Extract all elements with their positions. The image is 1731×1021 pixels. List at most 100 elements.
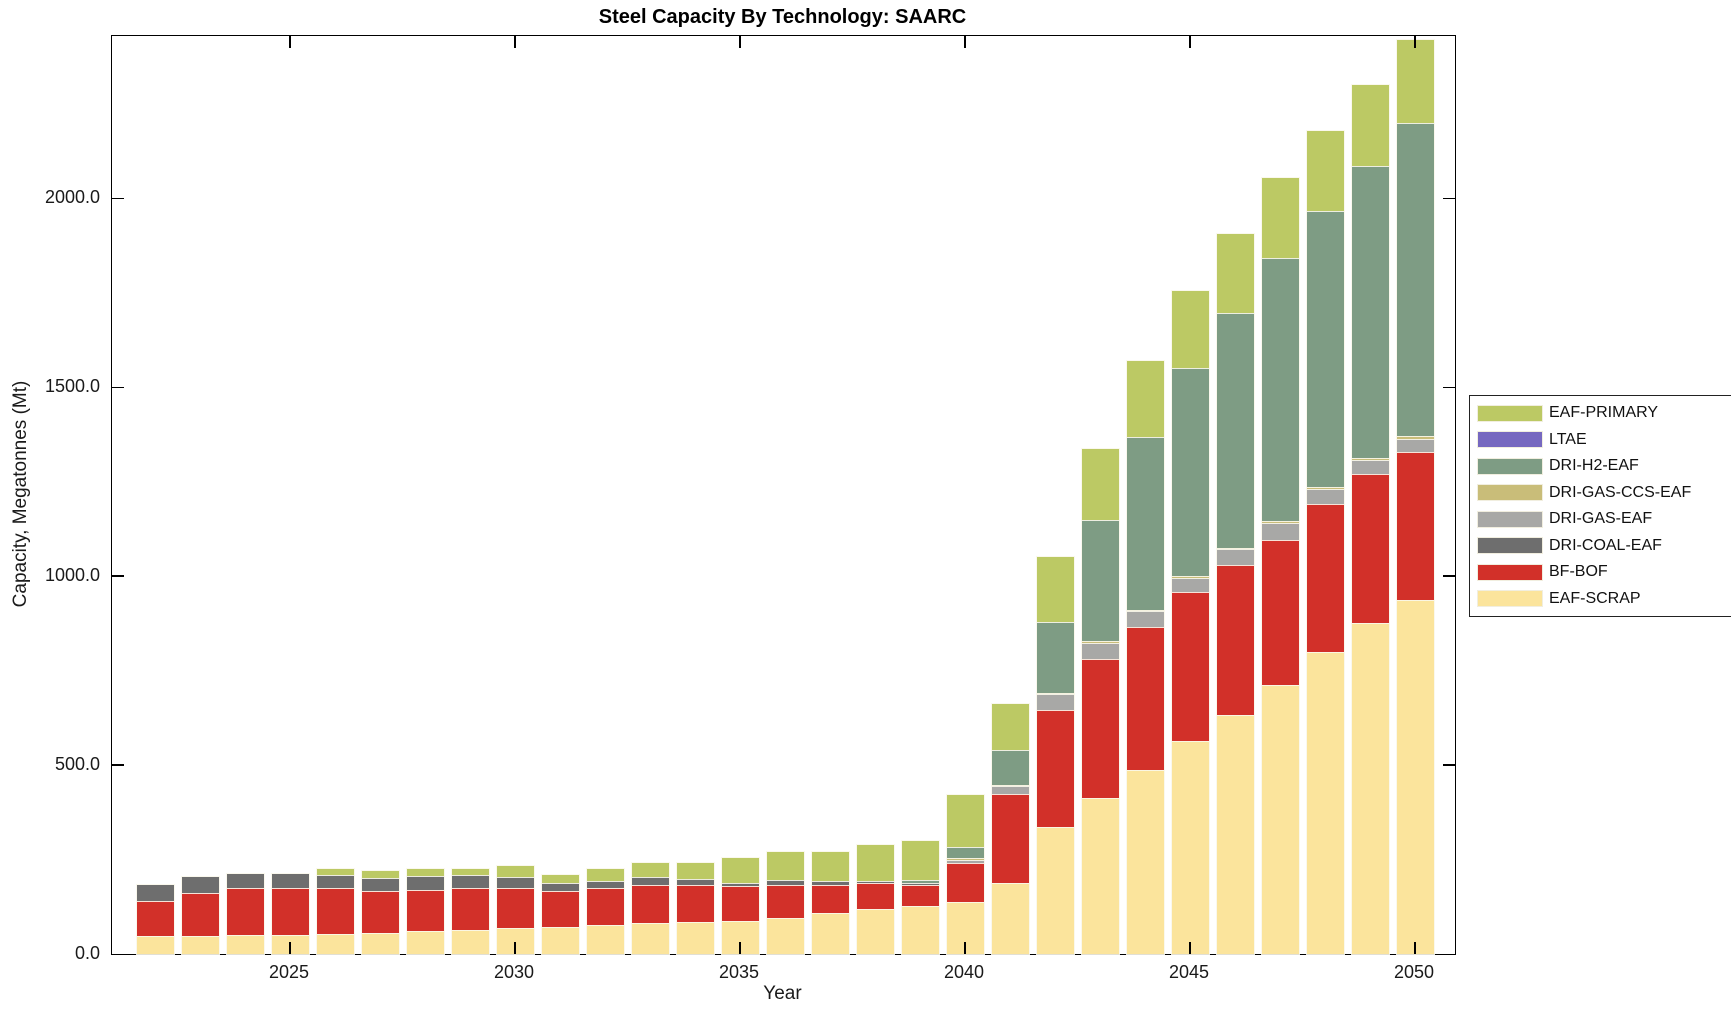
bar-segment-dri-coal-eaf bbox=[721, 882, 759, 887]
bar-segment-bf-bof bbox=[406, 889, 444, 932]
bar-segment-bf-bof bbox=[1171, 592, 1209, 742]
bar-segment-eaf-scrap bbox=[811, 913, 849, 954]
x-tick-mark bbox=[514, 36, 516, 48]
bar-segment-dri-coal-eaf bbox=[541, 883, 579, 891]
bar-segment-eaf-scrap bbox=[766, 918, 804, 954]
bar-segment-eaf-scrap bbox=[1396, 600, 1434, 954]
plot-area bbox=[111, 35, 1456, 955]
y-tick-label: 1000.0 bbox=[44, 565, 100, 586]
bar-segment-dri-gas-eaf bbox=[991, 786, 1029, 794]
legend-item-dri-gas-eaf: DRI-GAS-EAF bbox=[1478, 510, 1731, 528]
y-tick-label: 2000.0 bbox=[44, 187, 100, 208]
bar-segment-eaf-scrap bbox=[1306, 651, 1344, 954]
chart-title: Steel Capacity By Technology: SAARC bbox=[598, 6, 967, 28]
bar-segment-dri-gas-eaf bbox=[1126, 611, 1164, 627]
bar-segment-dri-gas-ccs-eaf bbox=[1171, 576, 1209, 579]
x-tick-label: 2045 bbox=[1168, 962, 1210, 982]
bar-segment-eaf-scrap bbox=[1036, 826, 1074, 954]
bar-segment-dri-coal-eaf bbox=[181, 877, 219, 894]
bar-segment-bf-bof bbox=[541, 890, 579, 928]
bar-segment-eaf-scrap bbox=[1171, 741, 1209, 954]
legend-item-eaf-primary: EAF-PRIMARY bbox=[1478, 404, 1731, 422]
legend-item-dri-gas-ccs-eaf: DRI-GAS-CCS-EAF bbox=[1478, 484, 1731, 502]
bar-segment-bf-bof bbox=[1081, 658, 1119, 798]
bar-segment-eaf-primary bbox=[901, 840, 939, 880]
bar-segment-bf-bof bbox=[1036, 710, 1074, 827]
bar-segment-eaf-primary bbox=[1306, 130, 1344, 212]
bar-segment-bf-bof bbox=[631, 884, 669, 924]
bar-segment-eaf-scrap bbox=[451, 930, 489, 954]
bar-segment-dri-gas-eaf bbox=[1396, 439, 1434, 452]
bar-segment-eaf-primary bbox=[1216, 234, 1254, 313]
x-tick-label: 2025 bbox=[268, 962, 310, 982]
bar-segment-dri-gas-ccs-eaf bbox=[1261, 521, 1299, 524]
bar-segment-dri-gas-eaf bbox=[1171, 578, 1209, 593]
legend-swatch-icon bbox=[1478, 564, 1542, 580]
legend-label: BF-BOF bbox=[1549, 563, 1608, 580]
bar-segment-eaf-primary bbox=[991, 703, 1029, 750]
y-tick-mark bbox=[112, 575, 124, 577]
legend-label: DRI-COAL-EAF bbox=[1549, 536, 1662, 554]
legend-item-dri-h2-eaf: DRI-H2-EAF bbox=[1478, 457, 1731, 475]
bar-segment-dri-coal-eaf bbox=[406, 876, 444, 890]
bar-2041 bbox=[991, 703, 1029, 954]
bar-2025 bbox=[271, 874, 309, 954]
bar-2035 bbox=[721, 857, 759, 954]
bar-2049 bbox=[1351, 85, 1389, 954]
bar-segment-dri-coal-eaf bbox=[586, 881, 624, 889]
bar-segment-eaf-scrap bbox=[1351, 623, 1389, 954]
bar-segment-dri-h2-eaf bbox=[1306, 211, 1344, 487]
legend-swatch-icon bbox=[1478, 485, 1542, 500]
bar-2044 bbox=[1126, 360, 1164, 954]
legend-box: EAF-PRIMARY LTAE DRI-H2-EAF DRI-GAS-CCS-EAF… bbox=[1469, 395, 1731, 617]
x-tick-mark bbox=[1414, 942, 1416, 954]
legend-label: LTAE bbox=[1549, 430, 1587, 448]
bar-segment-eaf-primary bbox=[1261, 178, 1299, 259]
bar-segment-eaf-scrap bbox=[856, 909, 894, 954]
bar-segment-dri-h2-eaf bbox=[901, 879, 939, 883]
bar-segment-eaf-scrap bbox=[631, 923, 669, 954]
legend-label: EAF-SCRAP bbox=[1549, 589, 1641, 607]
bar-segment-eaf-scrap bbox=[181, 935, 219, 954]
y-tick-mark bbox=[1443, 197, 1455, 200]
bar-segment-eaf-primary bbox=[1171, 290, 1209, 369]
bar-segment-dri-h2-eaf bbox=[1351, 165, 1389, 458]
bar-segment-eaf-primary bbox=[586, 868, 624, 882]
bar-segment-dri-coal-eaf bbox=[766, 880, 804, 885]
bar-segment-eaf-scrap bbox=[1081, 797, 1119, 954]
bar-segment-eaf-scrap bbox=[1216, 714, 1254, 954]
bar-2023 bbox=[181, 877, 219, 954]
y-tick-mark bbox=[112, 764, 124, 766]
y-tick-mark bbox=[1443, 386, 1455, 389]
bar-2050 bbox=[1396, 39, 1434, 954]
x-tick-mark bbox=[964, 942, 966, 954]
bar-2040 bbox=[946, 794, 984, 954]
y-tick-label: 0.0 bbox=[74, 943, 100, 963]
legend-swatch-icon bbox=[1478, 458, 1542, 474]
bar-2047 bbox=[1261, 178, 1299, 954]
bar-segment-dri-h2-eaf bbox=[991, 750, 1029, 786]
legend-swatch-icon bbox=[1478, 405, 1542, 421]
bar-segment-dri-coal-eaf bbox=[316, 875, 354, 889]
bar-segment-eaf-scrap bbox=[1261, 685, 1299, 954]
bar-segment-eaf-primary bbox=[1351, 85, 1389, 166]
bar-segment-bf-bof bbox=[991, 793, 1029, 884]
bar-segment-bf-bof bbox=[1396, 451, 1434, 601]
x-tick-label: 2035 bbox=[718, 962, 760, 982]
bar-segment-eaf-primary bbox=[631, 862, 669, 878]
legend-swatch-icon bbox=[1478, 511, 1542, 527]
bar-segment-dri-gas-ccs-eaf bbox=[991, 785, 1029, 787]
bar-segment-bf-bof bbox=[586, 888, 624, 926]
bar-segment-eaf-primary bbox=[1126, 360, 1164, 437]
bar-segment-eaf-primary bbox=[451, 868, 489, 876]
bar-segment-dri-h2-eaf bbox=[1396, 122, 1434, 437]
bar-segment-bf-bof bbox=[1261, 540, 1299, 686]
bar-segment-bf-bof bbox=[316, 888, 354, 934]
bar-segment-eaf-primary bbox=[361, 870, 399, 879]
bar-segment-eaf-scrap bbox=[586, 925, 624, 954]
bar-segment-dri-gas-eaf bbox=[1081, 642, 1119, 659]
x-tick-mark bbox=[289, 942, 291, 954]
bar-segment-dri-h2-eaf bbox=[1261, 258, 1299, 522]
x-tick-mark bbox=[1189, 36, 1191, 48]
bar-segment-eaf-scrap bbox=[541, 927, 579, 954]
